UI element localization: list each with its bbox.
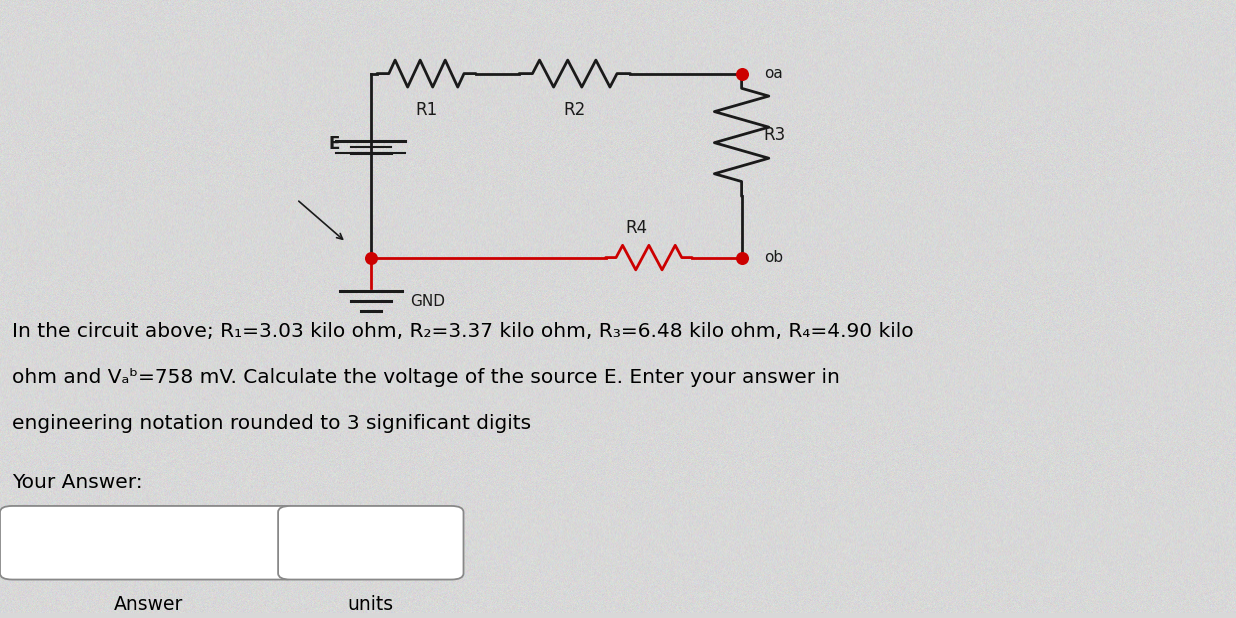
Text: ob: ob (764, 250, 782, 265)
Text: In the circuit above; R₁=3.03 kilo ohm, R₂=3.37 kilo ohm, R₃=6.48 kilo ohm, R₄=4: In the circuit above; R₁=3.03 kilo ohm, … (12, 321, 913, 341)
Text: ohm and Vₐᵇ=758 mV. Calculate the voltage of the source E. Enter your answer in: ohm and Vₐᵇ=758 mV. Calculate the voltag… (12, 368, 840, 387)
Text: R2: R2 (564, 101, 586, 119)
Text: R4: R4 (625, 219, 648, 237)
FancyBboxPatch shape (0, 506, 297, 580)
Point (732, 69, 751, 78)
Text: R1: R1 (415, 101, 438, 119)
Text: oa: oa (764, 66, 782, 81)
Point (732, 253, 751, 263)
Point (361, 253, 381, 263)
Text: E: E (329, 135, 340, 153)
Text: GND: GND (410, 294, 445, 308)
Text: units: units (347, 595, 394, 614)
Text: Answer: Answer (114, 595, 183, 614)
Text: Your Answer:: Your Answer: (12, 473, 143, 493)
FancyBboxPatch shape (278, 506, 464, 580)
Text: engineering notation rounded to 3 significant digits: engineering notation rounded to 3 signif… (12, 413, 531, 433)
Text: R3: R3 (764, 126, 786, 144)
